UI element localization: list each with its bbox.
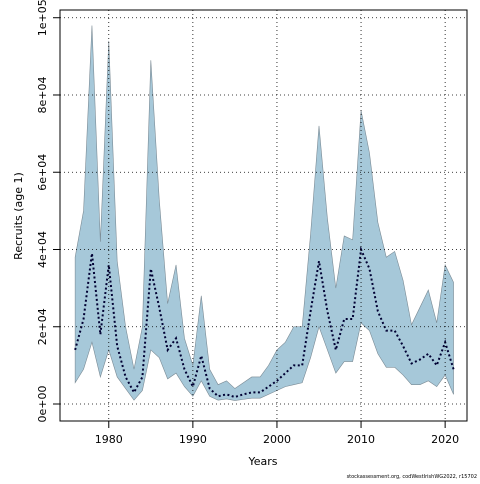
estimate-line [74, 245, 455, 399]
x-axis-label: Years [247, 455, 277, 468]
confidence-band [74, 25, 454, 401]
y-axis-label: Recruits (age 1) [12, 172, 25, 260]
y-tick-label: 4e+04 [36, 231, 49, 268]
y-tick-label: 8e+04 [36, 76, 49, 113]
x-tick-label: 2010 [347, 433, 375, 446]
x-tick-label: 2000 [263, 433, 291, 446]
x-tick-label: 1980 [95, 433, 123, 446]
x-tick-label: 2020 [431, 433, 459, 446]
plot-frame [59, 9, 468, 422]
y-tick-label: 0e+00 [36, 386, 49, 423]
footnote: stockassessment.org, codWestIrishWG2022,… [347, 474, 477, 480]
x-tick-label: 1990 [179, 433, 207, 446]
y-tick-label: 1e+05 [36, 0, 49, 36]
y-tick-label: 6e+04 [36, 154, 49, 191]
y-tick-label: 2e+04 [36, 308, 49, 345]
